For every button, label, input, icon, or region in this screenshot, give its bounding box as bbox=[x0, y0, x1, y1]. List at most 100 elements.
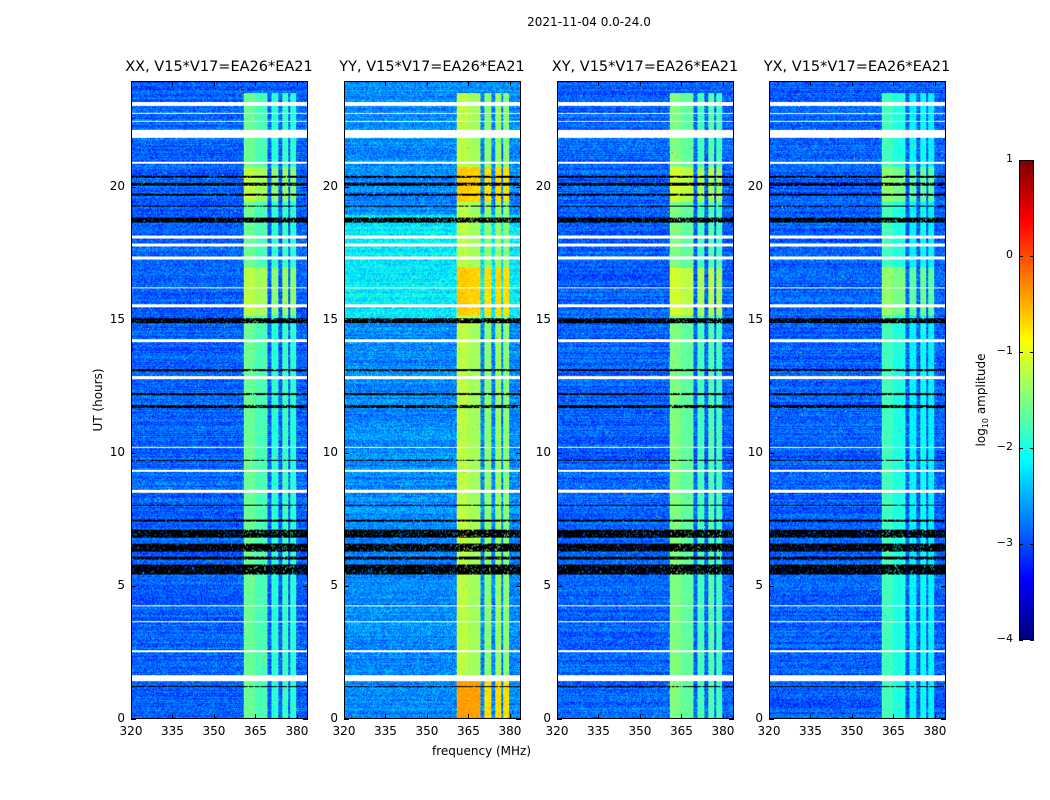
y-tick-mark bbox=[131, 719, 136, 720]
x-tick-mark bbox=[255, 714, 257, 719]
x-tick-label: 350 bbox=[840, 724, 864, 738]
x-tick-mark bbox=[426, 714, 428, 719]
heatmap-panel-xy bbox=[557, 81, 734, 719]
x-tick-mark bbox=[213, 714, 215, 719]
y-tick-mark bbox=[303, 586, 308, 588]
x-tick-mark bbox=[598, 81, 600, 86]
y-tick-mark bbox=[769, 187, 774, 189]
x-tick-mark bbox=[172, 81, 174, 86]
y-tick-label: 0 bbox=[755, 711, 763, 725]
panel-title: YX, V15*V17=EA26*EA21 bbox=[763, 59, 951, 75]
y-tick-mark bbox=[344, 187, 349, 189]
y-tick-label: 0 bbox=[543, 711, 551, 725]
colorbar-tick-mark bbox=[1030, 448, 1034, 449]
x-tick-mark bbox=[769, 714, 770, 719]
x-tick-mark bbox=[344, 81, 345, 86]
colorbar-tick-mark bbox=[1019, 640, 1023, 641]
x-axis-label: frequency (MHz) bbox=[432, 744, 532, 758]
colorbar-tick-mark bbox=[1030, 160, 1034, 161]
x-tick-mark bbox=[296, 714, 298, 719]
colorbar-tick-label: −1 bbox=[996, 344, 1013, 357]
colorbar-tick-mark bbox=[1030, 256, 1034, 257]
y-tick-mark bbox=[344, 719, 349, 720]
x-tick-mark bbox=[769, 81, 770, 86]
y-tick-mark bbox=[516, 187, 521, 189]
y-tick-mark bbox=[557, 719, 562, 720]
x-tick-label: 365 bbox=[457, 724, 480, 738]
y-tick-label: 5 bbox=[543, 578, 551, 593]
x-tick-label: 365 bbox=[244, 724, 267, 738]
y-tick-mark bbox=[303, 187, 308, 189]
y-tick-label: 10 bbox=[535, 445, 551, 460]
x-tick-mark bbox=[810, 714, 812, 719]
y-tick-label: 5 bbox=[755, 578, 763, 593]
heatmap-image bbox=[770, 82, 945, 718]
colorbar-tick-mark bbox=[1030, 544, 1034, 545]
y-tick-label: 10 bbox=[747, 445, 763, 460]
colorbar-tick-mark bbox=[1019, 256, 1023, 257]
colorbar-tick-mark bbox=[1019, 544, 1023, 545]
y-tick-mark bbox=[769, 453, 774, 455]
heatmap-panel-yx bbox=[769, 81, 946, 719]
y-tick-mark bbox=[557, 586, 562, 588]
y-tick-mark bbox=[729, 586, 734, 588]
x-tick-mark bbox=[934, 714, 936, 719]
x-tick-mark bbox=[509, 714, 511, 719]
y-tick-mark bbox=[303, 320, 308, 322]
y-tick-mark bbox=[303, 453, 308, 455]
x-tick-label: 320 bbox=[119, 724, 143, 738]
x-tick-mark bbox=[468, 714, 470, 719]
x-tick-mark bbox=[722, 714, 724, 719]
x-tick-mark bbox=[213, 81, 215, 86]
y-tick-label: 20 bbox=[109, 179, 125, 194]
y-tick-mark bbox=[131, 453, 136, 455]
y-tick-mark bbox=[729, 453, 734, 455]
x-tick-mark bbox=[296, 81, 298, 86]
heatmap-image bbox=[345, 82, 520, 718]
x-tick-label: 320 bbox=[545, 724, 569, 738]
x-tick-label: 335 bbox=[161, 724, 184, 738]
x-tick-mark bbox=[172, 714, 174, 719]
y-tick-label: 15 bbox=[109, 312, 125, 327]
x-tick-mark bbox=[681, 81, 683, 86]
colorbar-tick-mark bbox=[1030, 640, 1034, 641]
x-tick-mark bbox=[385, 81, 387, 86]
y-tick-mark bbox=[516, 586, 521, 588]
y-tick-mark bbox=[729, 719, 734, 720]
x-tick-label: 365 bbox=[882, 724, 905, 738]
y-tick-label: 20 bbox=[535, 179, 551, 194]
heatmap-panel-xx bbox=[131, 81, 308, 719]
y-tick-mark bbox=[941, 453, 946, 455]
figure-title: 2021-11-04 0.0-24.0 bbox=[527, 15, 651, 29]
x-tick-label: 380 bbox=[711, 724, 735, 738]
y-tick-label: 15 bbox=[747, 312, 763, 327]
y-tick-label: 20 bbox=[747, 179, 763, 194]
y-tick-mark bbox=[941, 586, 946, 588]
x-tick-label: 380 bbox=[285, 724, 309, 738]
y-tick-label: 20 bbox=[322, 179, 338, 194]
y-tick-mark bbox=[131, 187, 136, 189]
colorbar-tick-label: 0 bbox=[1006, 248, 1013, 261]
panel-title: YY, V15*V17=EA26*EA21 bbox=[339, 59, 525, 75]
y-tick-mark bbox=[941, 320, 946, 322]
x-tick-mark bbox=[934, 81, 936, 86]
x-tick-mark bbox=[557, 714, 558, 719]
x-tick-mark bbox=[598, 714, 600, 719]
colorbar-tick-label: −2 bbox=[996, 440, 1013, 453]
heatmap-image bbox=[558, 82, 733, 718]
y-tick-mark bbox=[557, 453, 562, 455]
y-tick-mark bbox=[941, 187, 946, 189]
y-tick-mark bbox=[344, 586, 349, 588]
y-tick-mark bbox=[516, 453, 521, 455]
y-tick-mark bbox=[344, 453, 349, 455]
y-tick-label: 10 bbox=[109, 445, 125, 460]
colorbar bbox=[1019, 160, 1034, 640]
y-tick-label: 15 bbox=[322, 312, 338, 327]
x-tick-mark bbox=[851, 714, 853, 719]
colorbar-tick-label: −3 bbox=[996, 536, 1013, 549]
y-tick-mark bbox=[729, 187, 734, 189]
x-tick-mark bbox=[131, 81, 132, 86]
x-tick-label: 335 bbox=[374, 724, 397, 738]
y-tick-label: 0 bbox=[117, 711, 125, 725]
